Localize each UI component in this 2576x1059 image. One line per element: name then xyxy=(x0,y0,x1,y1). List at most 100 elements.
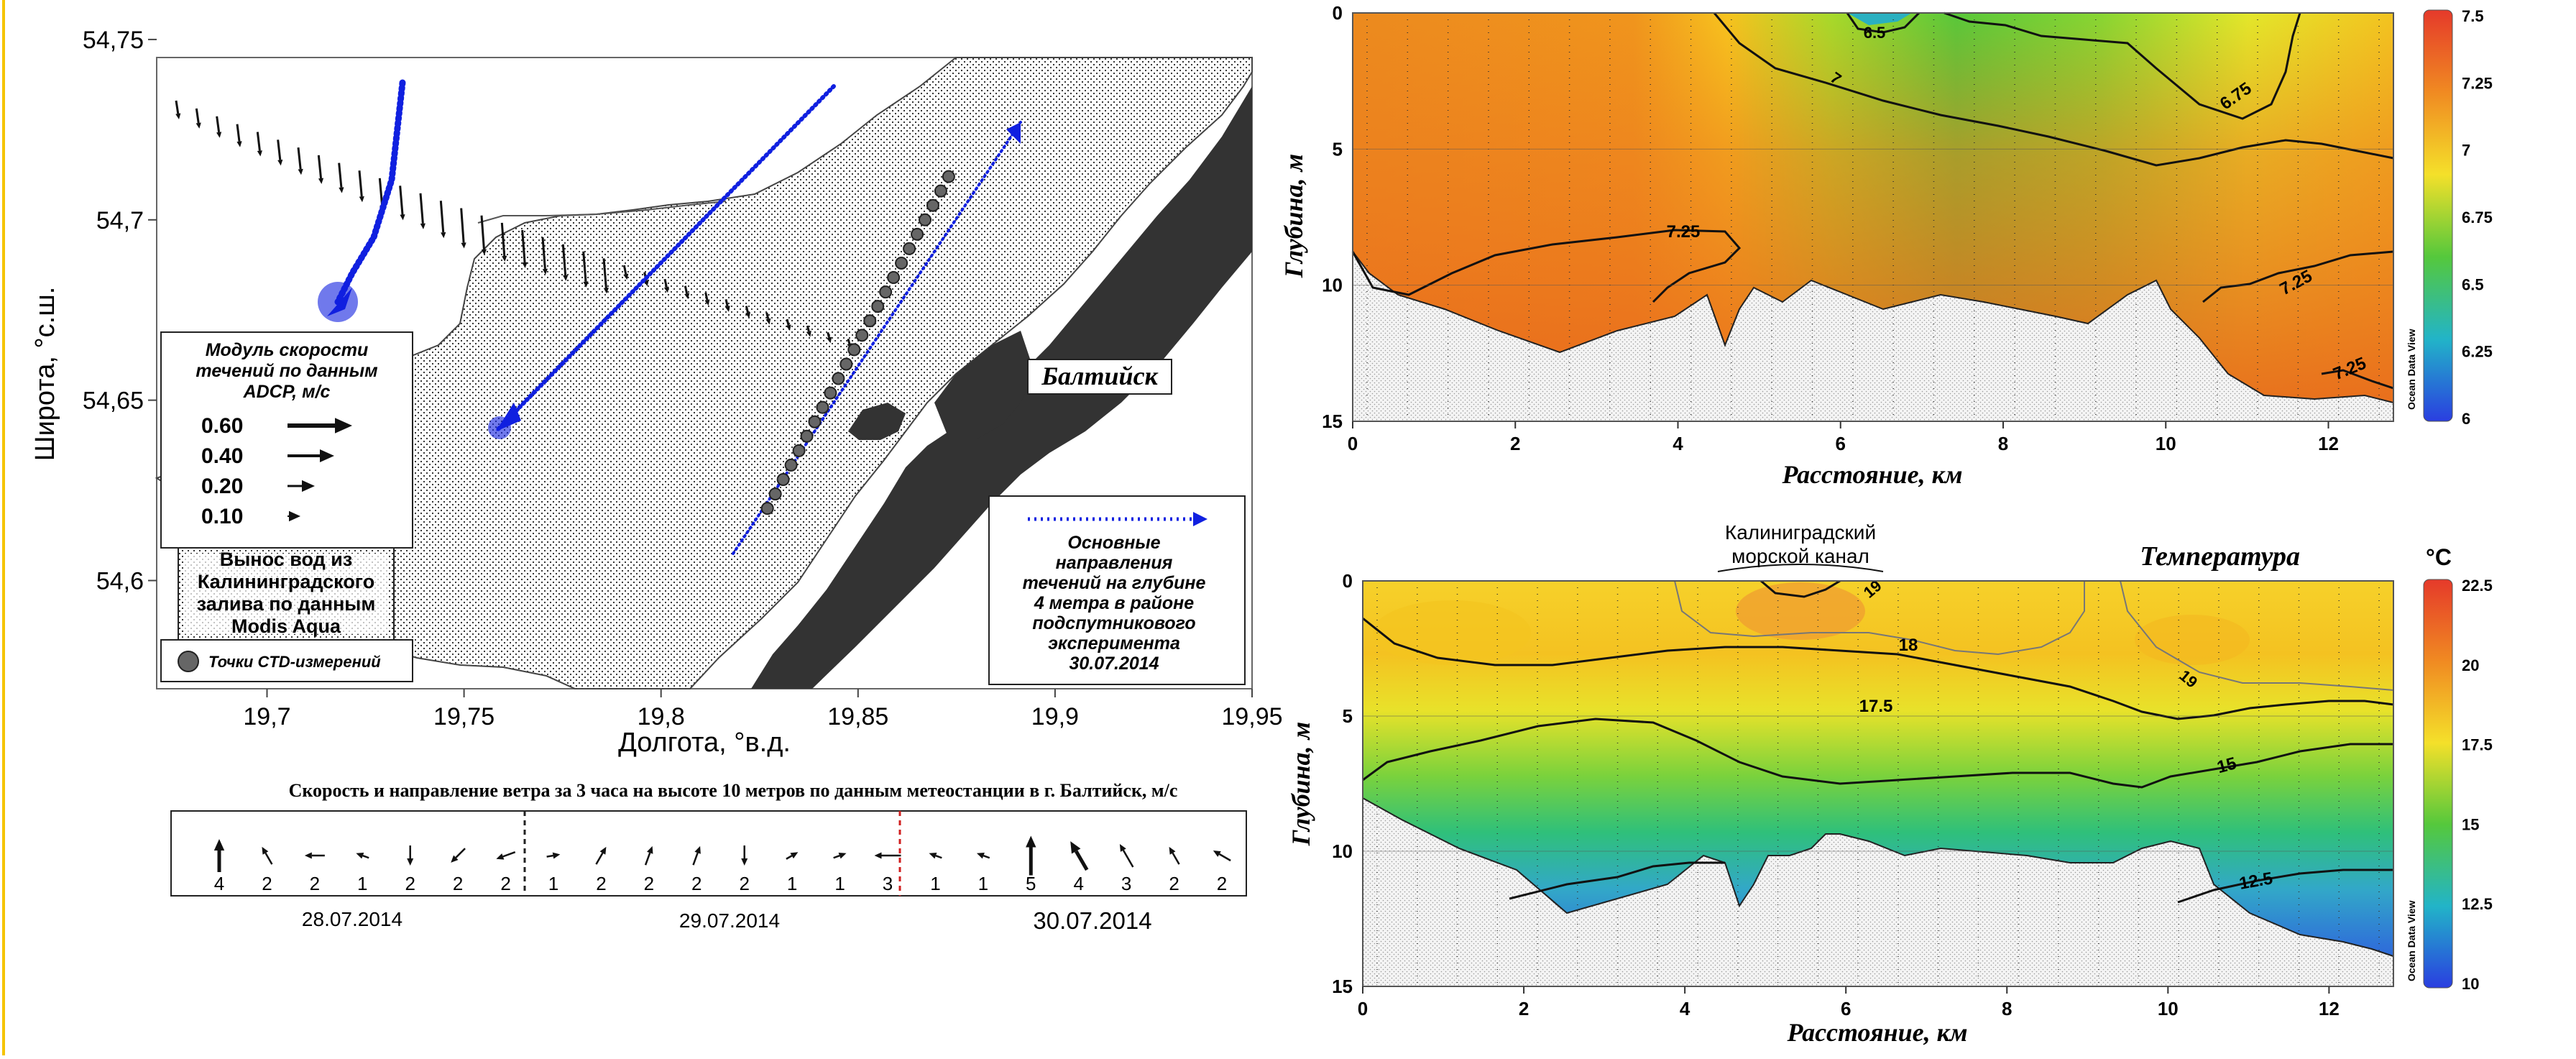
sal-y-tick-label: 0 xyxy=(1333,2,1343,24)
tmp-x-tick-label: 0 xyxy=(1358,998,1368,1019)
temperature-seabed xyxy=(1362,797,2394,987)
wind-arrow xyxy=(1169,846,1180,865)
wind-arrow xyxy=(213,839,225,872)
salinity-contour-6.75 xyxy=(1944,12,2301,120)
sal-x-tick-label: 2 xyxy=(1510,433,1520,454)
adcp-vector-shaft xyxy=(521,229,526,263)
temperature-contour-19-a xyxy=(1760,579,1841,598)
wind-arrow-head xyxy=(451,855,459,863)
sal-y-tick-label: 10 xyxy=(1322,275,1343,296)
map-x-tick-label: 19,95 xyxy=(1221,703,1282,730)
wind-speed-label: 2 xyxy=(310,873,320,894)
wind-arrow xyxy=(929,852,942,859)
adcp-vector-head xyxy=(806,331,811,337)
ctd-point xyxy=(903,242,916,255)
currents-legend: Основные направления течений на глубине … xyxy=(988,495,1246,685)
salinity-contour-label-1: 6.5 xyxy=(1864,24,1886,42)
adcp-vector-shaft xyxy=(847,339,851,344)
adcp-vector-shaft xyxy=(256,132,261,151)
ctd-point xyxy=(855,329,869,342)
ctd-point xyxy=(832,372,845,385)
adcp-vector xyxy=(786,318,791,331)
sal-y-tick-label: 5 xyxy=(1333,138,1343,160)
adcp-vector-shaft xyxy=(358,170,363,197)
adcp-vector xyxy=(582,251,589,288)
wind-arrow-shaft xyxy=(455,848,466,858)
ctd-point xyxy=(942,170,955,183)
lagoon-coastline xyxy=(477,201,727,224)
wind-speed-label: 1 xyxy=(978,873,988,894)
sal-x-tick-label: 0 xyxy=(1348,433,1358,454)
yellow-frame-line xyxy=(2,0,5,1055)
adcp-vector-shaft xyxy=(561,244,567,276)
salinity-watermark: Ocean Data View xyxy=(2406,329,2417,410)
wind-arrow-head xyxy=(694,845,701,854)
ctd-point xyxy=(847,343,861,357)
adcp-vector-head xyxy=(745,312,751,318)
map-y-tick-label: 54,75 xyxy=(83,27,144,54)
currents-legend-line4: 4 метра в районе xyxy=(1034,593,1194,613)
land-spit xyxy=(751,58,1252,689)
temperature-warm-patch xyxy=(1736,582,1865,640)
ctd-point xyxy=(934,184,947,198)
tmp-x-tick-label: 8 xyxy=(2002,998,2012,1019)
adcp-vector xyxy=(724,299,730,312)
temperature-annotation-line1: Калиниградский xyxy=(1725,521,1876,544)
adcp-vector-shaft xyxy=(827,331,831,338)
map-x-axis-label: Долгота, °в.д. xyxy=(618,728,791,758)
adcp-vector-head xyxy=(704,299,710,306)
adcp-vector-shaft xyxy=(460,208,465,243)
adcp-legend-arrow xyxy=(288,418,352,434)
arrowhead-ctd xyxy=(1006,122,1021,144)
adcp-legend-arrow xyxy=(288,480,315,492)
adcp-vector-shaft xyxy=(704,292,709,301)
wind-arrow xyxy=(546,852,561,859)
wind-arrow-head xyxy=(976,852,985,859)
adcp-legend: Модуль скорости течений по данным ADCP, … xyxy=(160,331,413,549)
ctd-point xyxy=(808,415,822,428)
currents-legend-line5: подспутникового xyxy=(1032,613,1195,633)
temperature-contour-19-b xyxy=(2120,580,2394,691)
wind-arrow xyxy=(595,846,607,865)
tmp-x-tick-label: 2 xyxy=(1519,998,1529,1019)
adcp-legend-title-line1: Модуль скорости xyxy=(206,340,369,360)
adcp-vector xyxy=(297,147,303,175)
adcp-vector xyxy=(827,331,832,344)
tmp-x-tick-label: 12 xyxy=(2319,998,2340,1019)
wind-arrow xyxy=(451,848,466,863)
adcp-vector-shaft xyxy=(500,222,506,257)
plume-legend-backdrop xyxy=(184,554,388,634)
adcp-vector-head xyxy=(216,132,222,138)
ctd-points xyxy=(760,170,955,515)
adcp-vector-shaft xyxy=(724,299,729,307)
adcp-vector-head xyxy=(603,288,609,294)
ctd-point xyxy=(871,300,885,313)
adcp-vector-head xyxy=(441,232,446,239)
ctd-legend-marker xyxy=(178,651,199,672)
adcp-vector-head xyxy=(318,178,324,184)
wind-arrow-head xyxy=(790,852,799,859)
wind-speed-label: 1 xyxy=(787,873,797,894)
wind-speed-label: 2 xyxy=(691,873,702,894)
sal-x-tick-label: 6 xyxy=(1836,433,1846,454)
adcp-vector xyxy=(277,139,283,166)
adcp-vector-shaft xyxy=(297,147,302,170)
place-label-box xyxy=(1027,359,1172,395)
wind-arrow-shaft xyxy=(362,854,369,859)
adcp-vector-head xyxy=(786,324,791,331)
adcp-vector-shaft xyxy=(216,116,221,133)
adcp-vector xyxy=(175,100,181,119)
wind-arrow xyxy=(833,852,847,859)
wind-arrow-head xyxy=(1119,843,1126,852)
tmp-colorbar-tick-label: 12.5 xyxy=(2462,895,2493,913)
adcp-vector-shaft xyxy=(684,285,689,294)
temperature-annotation-bracket xyxy=(1717,564,1884,572)
adcp-vector-shaft xyxy=(419,193,424,224)
ctd-point xyxy=(863,314,877,328)
wind-date-2: 29.07.2014 xyxy=(679,909,780,932)
ctd-point xyxy=(784,458,798,472)
sal-colorbar-tick-label: 7.5 xyxy=(2462,7,2484,25)
wind-arrow-head xyxy=(599,846,607,855)
tmp-colorbar-tick-label: 15 xyxy=(2462,815,2479,833)
